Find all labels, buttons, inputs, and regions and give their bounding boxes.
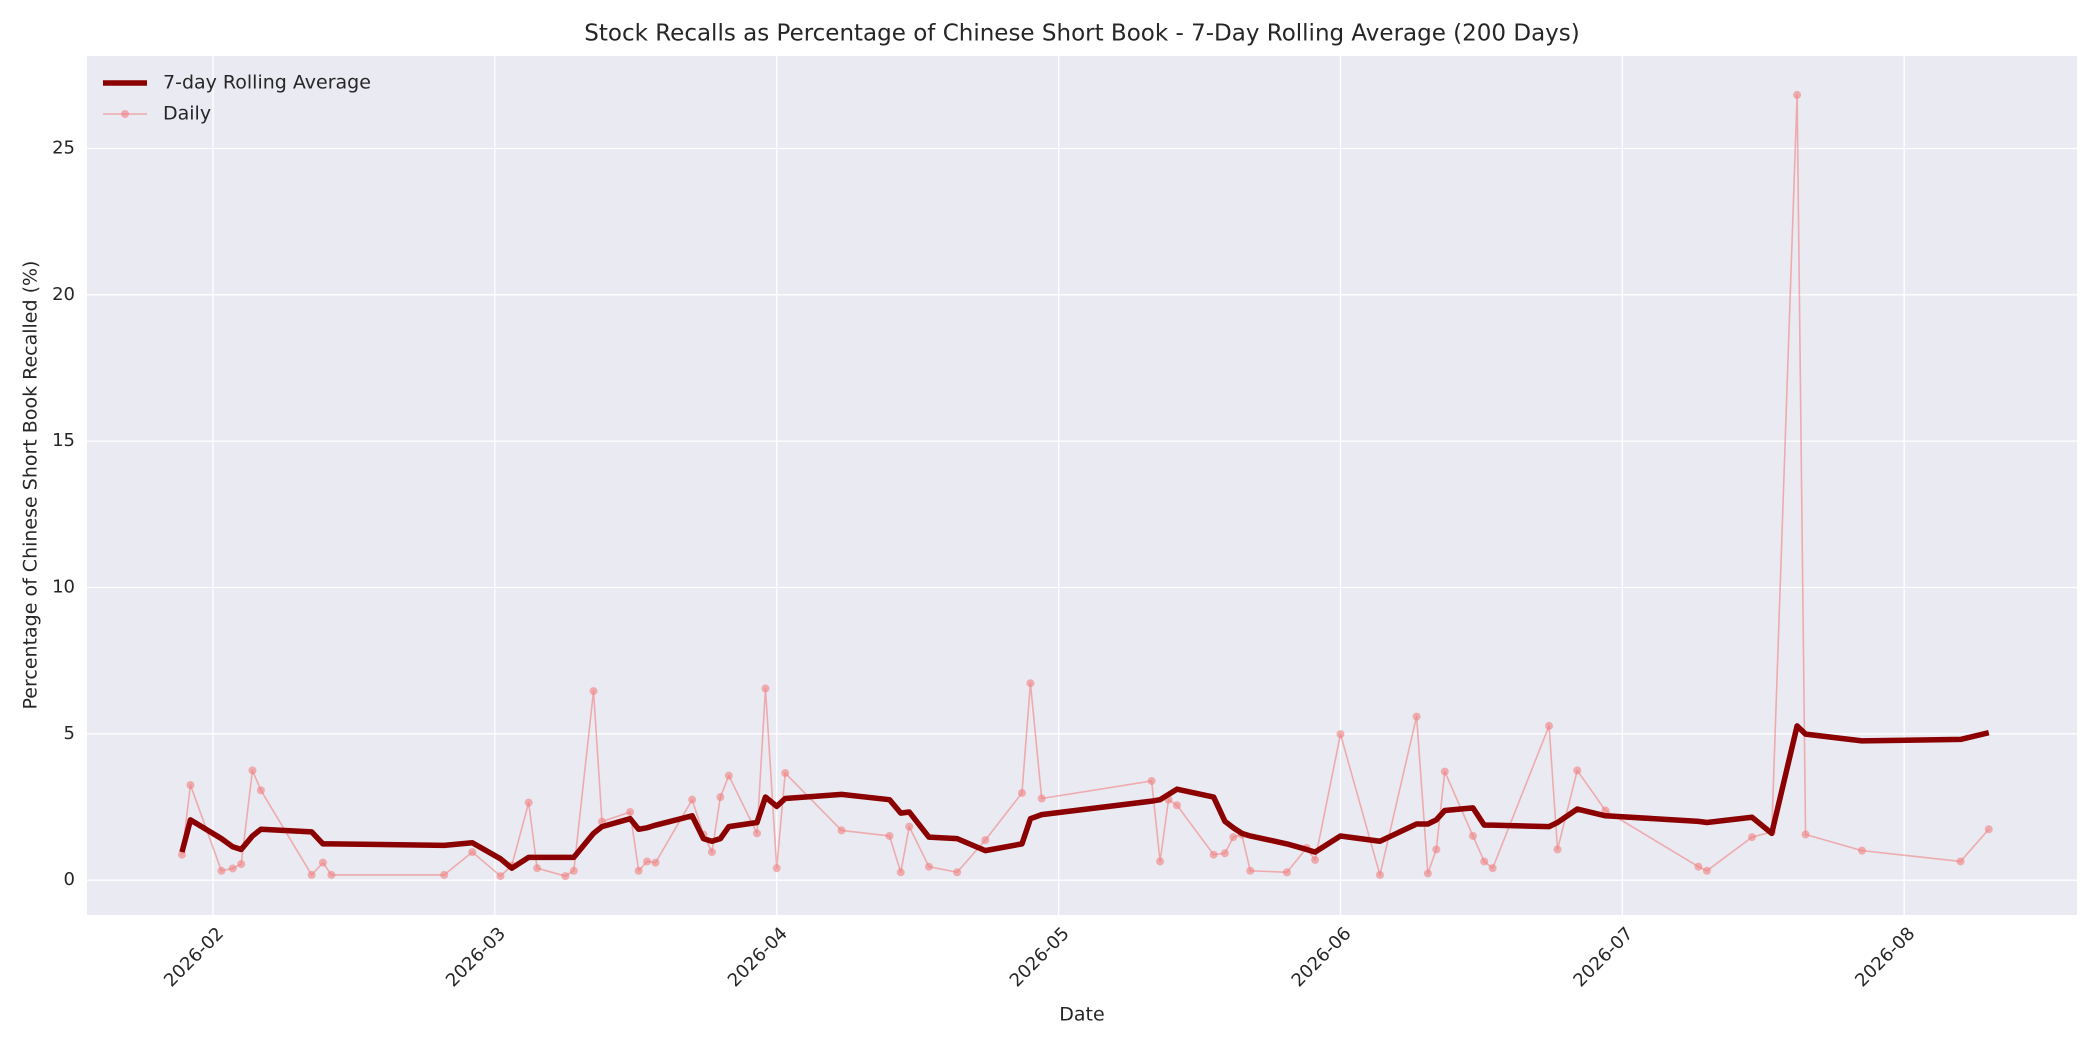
daily-point <box>753 829 762 838</box>
x-axis-label: Date <box>1059 1004 1104 1026</box>
daily-point <box>1748 833 1757 842</box>
y-tick-label: 0 <box>64 869 75 890</box>
y-tick-label: 25 <box>52 137 75 158</box>
daily-point <box>1026 679 1035 688</box>
x-tick-label: 2026-03 <box>442 923 510 991</box>
daily-point <box>186 781 195 790</box>
daily-point <box>1573 766 1582 775</box>
x-tick-label: 2026-02 <box>160 923 228 991</box>
daily-point <box>953 868 962 877</box>
daily-point <box>688 795 697 804</box>
daily-point <box>837 826 846 835</box>
daily-point <box>1412 712 1421 721</box>
daily-point <box>440 870 449 879</box>
daily-point <box>1220 849 1229 858</box>
daily-point <box>533 864 542 873</box>
y-tick-label: 5 <box>64 723 75 744</box>
daily-point <box>1311 855 1320 864</box>
daily-point <box>761 684 770 693</box>
daily-point <box>781 769 790 778</box>
daily-point <box>1423 869 1432 878</box>
y-tick-label: 10 <box>52 576 75 597</box>
daily-point <box>1246 866 1255 875</box>
daily-point <box>318 858 327 867</box>
daily-point <box>1984 825 1993 834</box>
daily-point <box>1488 864 1497 873</box>
daily-point <box>772 864 781 873</box>
y-tick-label: 20 <box>52 284 75 305</box>
y-axis-label: Percentage of Chinese Short Book Recalle… <box>20 261 42 710</box>
daily-point <box>256 786 265 795</box>
daily-point <box>1468 831 1477 840</box>
daily-point <box>634 866 643 875</box>
daily-point <box>924 862 933 871</box>
daily-point <box>981 836 990 845</box>
x-tick-label: 2026-06 <box>1288 923 1356 991</box>
daily-point <box>896 868 905 877</box>
daily-point <box>228 864 237 873</box>
daily-point <box>561 872 570 881</box>
daily-point <box>1432 845 1441 854</box>
daily-point <box>1553 845 1562 854</box>
daily-point <box>1702 866 1711 875</box>
daily-point <box>1793 90 1802 99</box>
daily-point <box>1209 850 1218 859</box>
daily-point <box>217 866 226 875</box>
daily-point <box>1017 788 1026 797</box>
daily-point <box>643 857 652 866</box>
daily-point <box>1857 846 1866 855</box>
legend-marker <box>121 110 129 118</box>
daily-point <box>626 807 635 816</box>
plot-area <box>87 56 2077 915</box>
daily-point <box>1480 857 1489 866</box>
daily-point <box>1694 862 1703 871</box>
daily-point <box>651 858 660 867</box>
daily-point <box>1440 767 1449 776</box>
daily-point <box>707 848 716 857</box>
daily-point <box>248 766 257 775</box>
daily-point <box>1147 776 1156 785</box>
legend-label: 7-day Rolling Average <box>163 72 371 94</box>
daily-point <box>237 860 246 869</box>
daily-point <box>905 822 914 831</box>
daily-point <box>1172 801 1181 810</box>
chart-title: Stock Recalls as Percentage of Chinese S… <box>584 21 1580 47</box>
daily-point <box>1156 857 1165 866</box>
daily-point <box>524 798 533 807</box>
daily-point <box>1037 794 1046 803</box>
x-tick-label: 2026-05 <box>1006 923 1074 991</box>
y-tick-label: 15 <box>52 430 75 451</box>
daily-point <box>885 831 894 840</box>
daily-point <box>716 793 725 802</box>
daily-point <box>1801 830 1810 839</box>
daily-point <box>569 866 578 875</box>
daily-point <box>1375 870 1384 879</box>
x-tick-label: 2026-04 <box>724 923 792 991</box>
daily-point <box>177 850 186 859</box>
grid <box>87 56 2077 915</box>
daily-point <box>1956 857 1965 866</box>
x-tick-label: 2026-07 <box>1569 923 1637 991</box>
daily-point <box>589 687 598 696</box>
daily-point <box>1282 868 1291 877</box>
legend-label: Daily <box>163 103 211 125</box>
daily-point <box>468 848 477 857</box>
daily-point <box>1229 833 1238 842</box>
daily-point <box>327 870 336 879</box>
daily-point <box>496 872 505 881</box>
daily-point <box>307 870 316 879</box>
rolling-line <box>179 723 1990 871</box>
daily-point <box>1545 721 1554 730</box>
daily-point <box>1336 730 1345 739</box>
daily-point <box>724 771 733 780</box>
x-tick-label: 2026-08 <box>1851 923 1919 991</box>
